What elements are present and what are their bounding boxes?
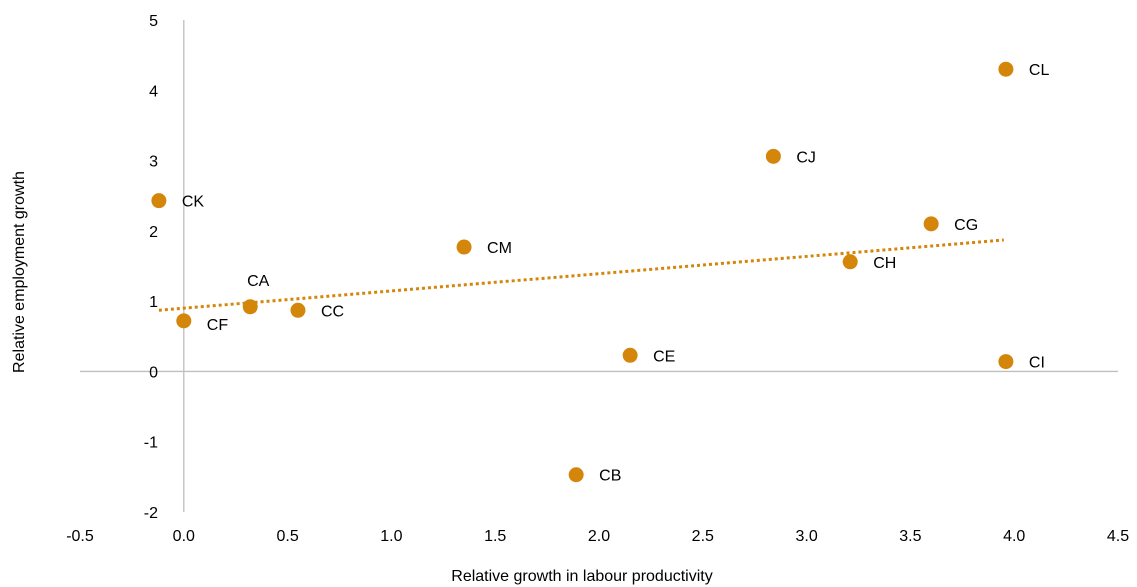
data-label: CK	[182, 194, 205, 211]
tick-labels: -0.5 0.0 0.5 1.0 1.5 2.0 2.5 3.0 3.5 4.0 4.5 -2 -1 0 1…	[66, 13, 1129, 545]
points-group: CA CB CC CE CF CG CH CI CJ CK CL CM	[151, 61, 1050, 485]
data-label: CG	[954, 217, 978, 234]
trendline	[158, 238, 1004, 312]
data-point	[923, 216, 939, 232]
axes	[80, 20, 1118, 512]
data-point	[622, 347, 638, 363]
x-tick-label: 0.0	[173, 528, 195, 545]
x-tick-label: 4.5	[1107, 528, 1129, 545]
data-point	[176, 313, 192, 329]
data-point	[456, 239, 472, 255]
data-label: CB	[599, 468, 621, 485]
data-point	[568, 467, 584, 483]
y-tick-label: -2	[144, 505, 158, 522]
data-label: CI	[1029, 355, 1045, 372]
x-tick-label: 3.0	[795, 528, 817, 545]
y-tick-label: 2	[149, 224, 158, 241]
data-label: CL	[1029, 62, 1050, 79]
data-point	[998, 354, 1014, 370]
data-point	[290, 302, 306, 318]
x-axis-title: Relative growth in labour productivity	[451, 568, 712, 585]
x-tick-label: -0.5	[66, 528, 94, 545]
data-point	[151, 193, 167, 209]
y-tick-label: 0	[149, 364, 158, 381]
y-tick-label: 1	[149, 294, 158, 311]
data-point	[242, 299, 258, 315]
x-tick-label: 2.5	[692, 528, 714, 545]
data-point	[842, 254, 858, 270]
y-tick-label: 3	[149, 154, 158, 171]
x-tick-label: 4.0	[1003, 528, 1025, 545]
x-tick-label: 1.0	[380, 528, 402, 545]
data-point	[998, 61, 1014, 77]
data-label: CJ	[796, 149, 816, 166]
x-tick-label: 1.5	[484, 528, 506, 545]
data-label: CF	[207, 317, 229, 334]
y-tick-label: 5	[149, 13, 158, 30]
x-tick-label: 0.5	[276, 528, 298, 545]
y-tick-label: 4	[149, 83, 158, 100]
data-label: CE	[653, 348, 675, 365]
data-label: CC	[321, 303, 344, 320]
trendline-group	[158, 238, 1004, 312]
y-tick-label: -1	[144, 435, 158, 452]
y-axis-title: Relative employment growth	[11, 171, 28, 373]
x-tick-label: 2.0	[588, 528, 610, 545]
data-point	[765, 148, 781, 164]
x-tick-label: 3.5	[899, 528, 921, 545]
data-label: CA	[247, 273, 270, 290]
data-label: CM	[487, 240, 512, 257]
data-label: CH	[873, 255, 896, 272]
